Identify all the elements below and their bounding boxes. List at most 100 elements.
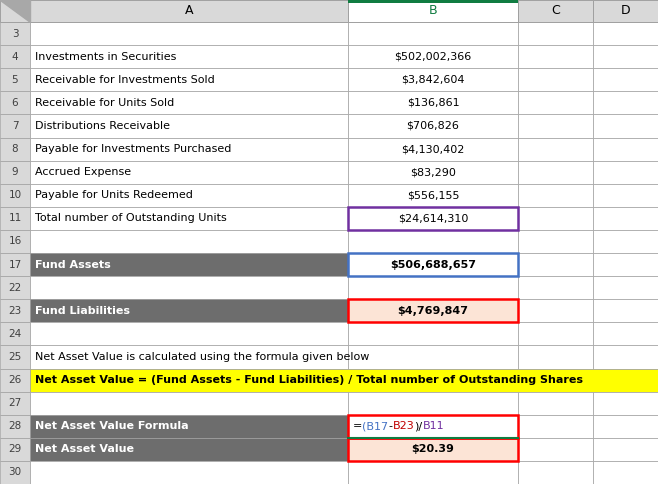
Text: 24: 24 [9,329,22,339]
Bar [518,322,593,346]
Bar [593,253,658,276]
Bar [518,230,593,253]
Text: $506,688,657: $506,688,657 [390,259,476,270]
Text: $24,614,310: $24,614,310 [398,213,468,223]
Bar [518,114,593,137]
Bar [0,322,30,346]
Bar [0,438,30,461]
Text: Distributions Receivable: Distributions Receivable [35,121,170,131]
Bar [0,184,30,207]
Bar [518,299,593,322]
Bar [518,68,593,91]
Bar [518,45,593,68]
Bar [593,0,658,22]
Bar [30,230,348,253]
Text: Receivable for Units Sold: Receivable for Units Sold [35,98,174,108]
Bar [30,322,348,346]
Text: D: D [620,4,630,17]
Bar [518,346,593,368]
Bar [348,207,518,230]
Text: Fund Assets: Fund Assets [35,259,111,270]
Text: =: = [353,421,363,431]
Bar [593,45,658,68]
Text: (B17: (B17 [363,421,388,431]
Bar [0,368,30,392]
Text: Total number of Outstanding Units: Total number of Outstanding Units [35,213,227,223]
Text: 27: 27 [9,398,22,408]
Bar [0,207,30,230]
Text: 17: 17 [9,259,22,270]
Bar [0,22,30,45]
Text: 22: 22 [9,283,22,293]
Bar [348,415,518,438]
Bar [348,230,518,253]
Text: $4,769,847: $4,769,847 [397,306,468,316]
Text: 11: 11 [9,213,22,223]
Polygon shape [0,0,30,22]
Text: 30: 30 [9,468,22,477]
Bar [593,299,658,322]
Bar [593,322,658,346]
Bar [593,346,658,368]
Bar [348,22,518,45]
Bar [30,253,348,276]
Bar [593,22,658,45]
Text: 8: 8 [12,144,18,154]
Text: Receivable for Investments Sold: Receivable for Investments Sold [35,75,215,85]
Text: 10: 10 [9,190,22,200]
Bar [348,184,518,207]
Bar [0,392,30,415]
Bar [348,299,518,322]
Bar [593,276,658,299]
Bar [348,253,518,276]
Text: Net Asset Value = (Fund Assets - Fund Liabilities) / Total number of Outstanding: Net Asset Value = (Fund Assets - Fund Li… [35,375,583,385]
Text: Accrued Expense: Accrued Expense [35,167,131,177]
Text: Investments in Securities: Investments in Securities [35,52,176,61]
Bar [348,114,518,137]
Bar [348,415,518,438]
Text: 26: 26 [9,375,22,385]
Bar [30,68,348,91]
Text: $136,861: $136,861 [407,98,459,108]
Text: 6: 6 [12,98,18,108]
Bar [348,137,518,161]
Text: 7: 7 [12,121,18,131]
Text: B: B [429,4,438,17]
Text: 16: 16 [9,237,22,246]
Text: B11: B11 [422,421,444,431]
Text: $502,002,366: $502,002,366 [394,52,472,61]
Bar [518,137,593,161]
Text: 28: 28 [9,421,22,431]
Bar [518,461,593,484]
Bar [348,438,518,461]
Bar [348,438,518,461]
Bar [348,346,518,368]
Bar [348,207,518,230]
Bar [0,276,30,299]
Bar [30,0,348,22]
Text: $556,155: $556,155 [407,190,459,200]
Bar [0,230,30,253]
Bar [518,392,593,415]
Bar [0,253,30,276]
Text: Payable for Investments Purchased: Payable for Investments Purchased [35,144,232,154]
Bar [0,91,30,114]
Bar [30,438,348,461]
Bar [0,415,30,438]
Bar [30,45,348,68]
Bar [348,161,518,184]
Bar [593,230,658,253]
Bar [593,392,658,415]
Text: Net Asset Value: Net Asset Value [35,444,134,454]
Bar [0,114,30,137]
Bar [593,438,658,461]
Bar [593,114,658,137]
Text: 23: 23 [9,306,22,316]
Bar [0,0,30,22]
Bar [30,461,348,484]
Bar [348,461,518,484]
Bar [30,114,348,137]
Bar [593,161,658,184]
Bar [30,392,348,415]
Text: $83,290: $83,290 [410,167,456,177]
